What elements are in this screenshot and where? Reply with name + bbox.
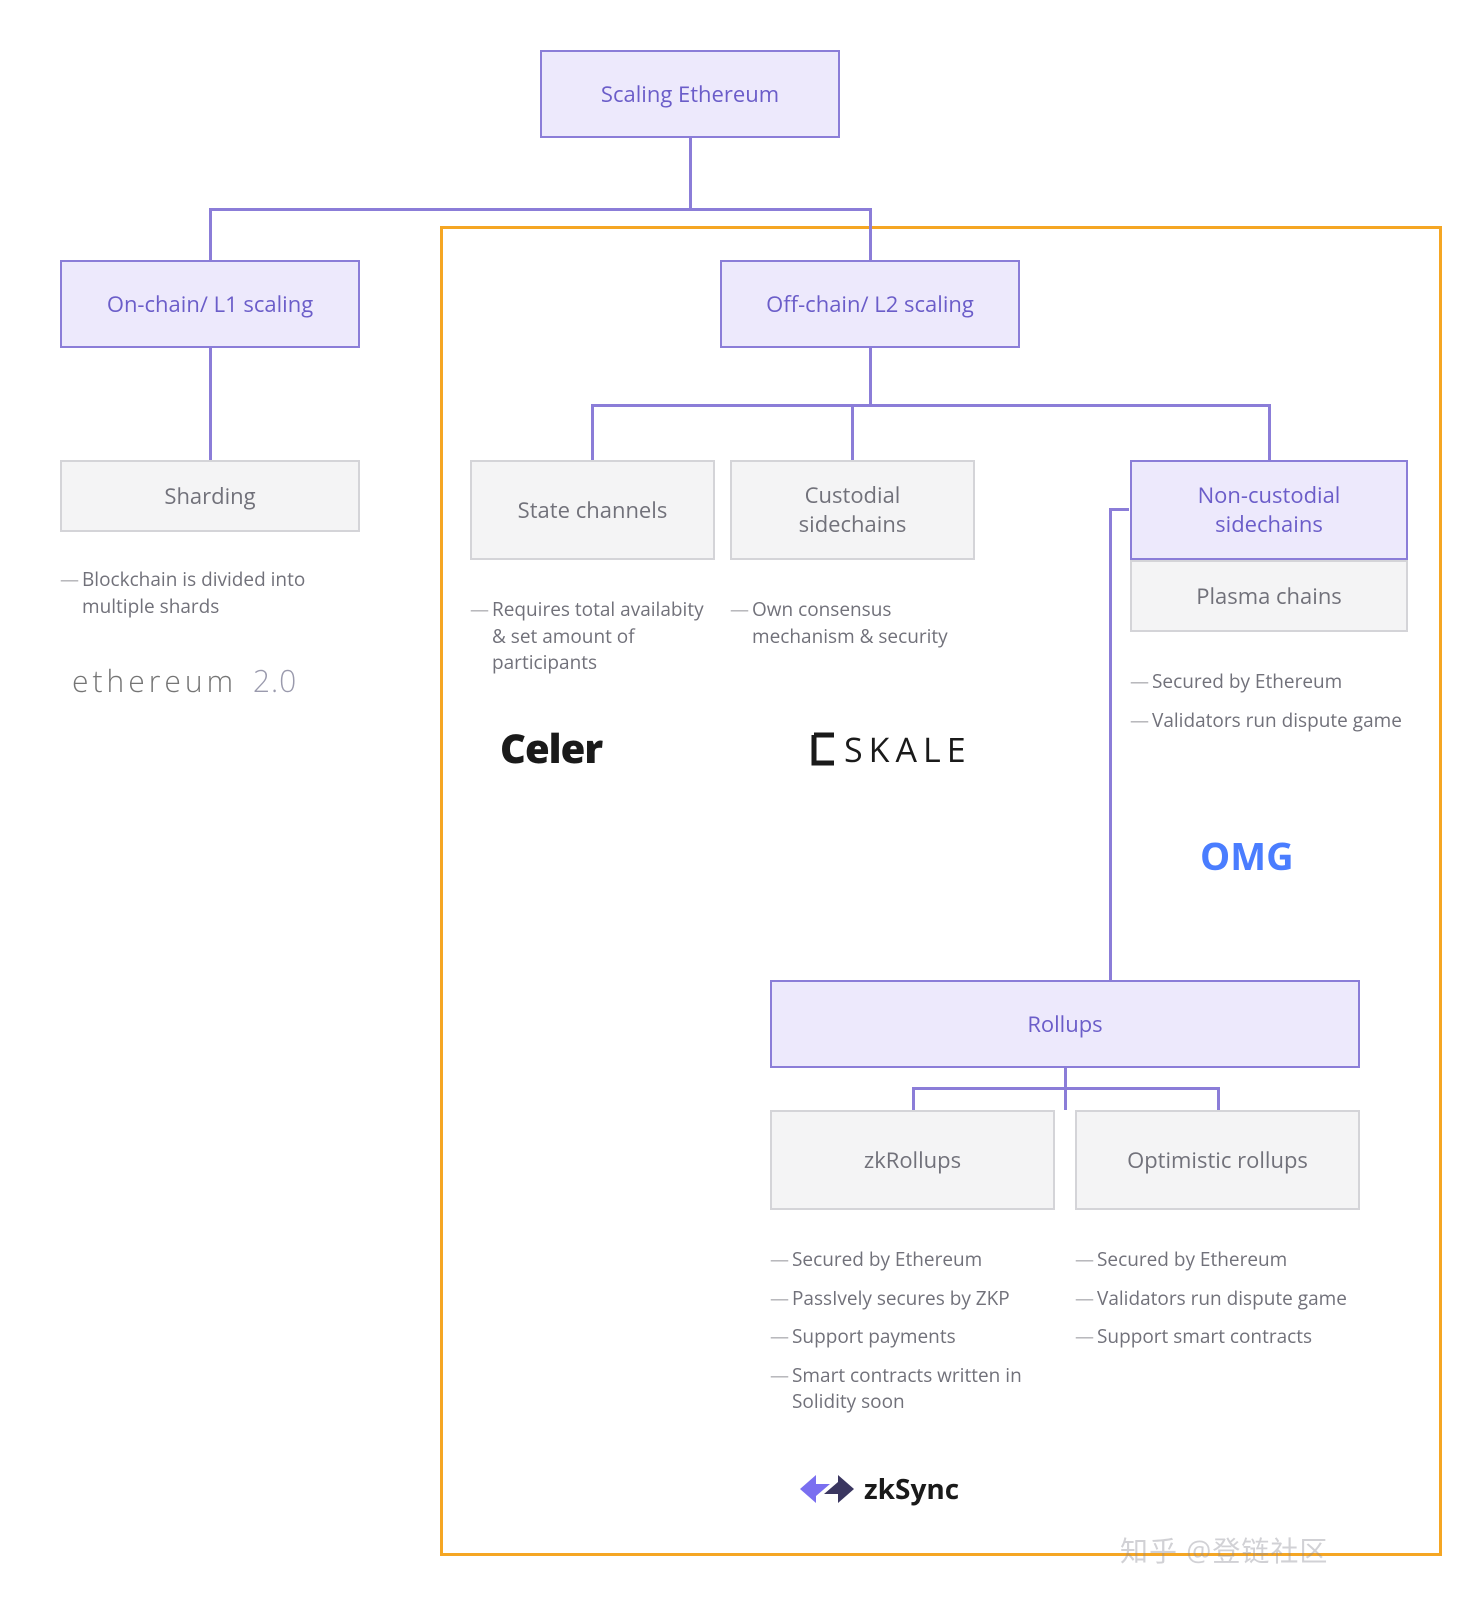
node-custodial-sidechains: Custodial sidechains — [730, 460, 975, 560]
logo-omg: OMG — [1200, 830, 1294, 882]
connector — [1109, 508, 1129, 511]
zksync-arrows-icon — [800, 1471, 854, 1507]
logo-omg-text: OMG — [1200, 830, 1294, 882]
connector — [912, 1087, 915, 1112]
node-label: On-chain/ L1 scaling — [107, 290, 313, 319]
logo-eth-word: ethereum — [72, 660, 237, 701]
node-label: Non-custodial sidechains — [1157, 481, 1381, 538]
bullet-item: Blockchain is divided into multiple shar… — [60, 566, 360, 619]
bullet-item: Secured by Ethereum — [1075, 1246, 1365, 1273]
node-label: Sharding — [164, 482, 255, 511]
node-noncustodial-sidechains: Non-custodial sidechains — [1130, 460, 1408, 560]
logo-celer: Celer — [500, 720, 602, 775]
node-label: zkRollups — [864, 1146, 961, 1175]
bullets-custodial: Own consensus mechanism & security — [730, 596, 975, 661]
connector — [689, 138, 692, 208]
node-label: State channels — [518, 496, 668, 525]
bullets-state-channels: Requires total availabity & set amount o… — [470, 596, 715, 688]
connector — [591, 404, 594, 460]
node-label: Rollups — [1027, 1010, 1102, 1039]
connector — [591, 404, 1271, 407]
bullet-item: Own consensus mechanism & security — [730, 596, 975, 649]
node-label: Custodial sidechains — [757, 481, 948, 538]
bullet-item: Support smart contracts — [1075, 1323, 1365, 1350]
node-label: Optimistic rollups — [1127, 1146, 1308, 1175]
bullet-item: Secured by Ethereum — [1130, 668, 1408, 695]
connector — [1217, 1087, 1220, 1112]
connector — [209, 348, 212, 460]
bullet-item: Validators run dispute game — [1075, 1285, 1365, 1312]
logo-skale-text: SKALE — [844, 726, 972, 772]
watermark-text: 知乎 @登链社区 — [1120, 1532, 1328, 1570]
node-zkrollups: zkRollups — [770, 1110, 1055, 1210]
logo-eth-version: 2.0 — [253, 660, 297, 701]
bullets-plasma: Secured by Ethereum Validators run dispu… — [1130, 668, 1408, 745]
watermark: 知乎 @登链社区 — [1120, 1530, 1328, 1570]
skale-bracket-icon — [810, 731, 838, 767]
connector — [869, 208, 872, 260]
bullet-item: PassIvely secures by ZKP — [770, 1285, 1060, 1312]
node-label: Plasma chains — [1196, 582, 1342, 611]
bullet-item: Support payments — [770, 1323, 1060, 1350]
node-label: Off-chain/ L2 scaling — [766, 290, 974, 319]
logo-skale: SKALE — [810, 726, 972, 772]
bullets-optimistic: Secured by Ethereum Validators run dispu… — [1075, 1246, 1365, 1362]
node-l1-scaling: On-chain/ L1 scaling — [60, 260, 360, 348]
logo-zksync: zkSync — [800, 1470, 959, 1508]
logo-ethereum-20: ethereum 2.0 — [72, 660, 297, 701]
bullet-item: Requires total availabity & set amount o… — [470, 596, 715, 676]
connector — [851, 404, 854, 460]
node-state-channels: State channels — [470, 460, 715, 560]
node-plasma-chains: Plasma chains — [1130, 560, 1408, 632]
connector — [1268, 404, 1271, 460]
connector — [1109, 508, 1112, 980]
connector — [869, 348, 872, 404]
logo-zksync-text: zkSync — [864, 1470, 959, 1508]
connector — [209, 208, 871, 211]
bullet-item: Smart contracts written in Solidity soon — [770, 1362, 1060, 1415]
node-root: Scaling Ethereum — [540, 50, 840, 138]
logo-celer-text: Celer — [500, 720, 602, 775]
node-label: Scaling Ethereum — [601, 80, 779, 109]
node-optimistic-rollups: Optimistic rollups — [1075, 1110, 1360, 1210]
node-rollups: Rollups — [770, 980, 1360, 1068]
connector — [912, 1087, 1218, 1090]
bullet-item: Validators run dispute game — [1130, 707, 1408, 734]
bullets-zkrollups: Secured by Ethereum PassIvely secures by… — [770, 1246, 1060, 1427]
bullets-sharding: Blockchain is divided into multiple shar… — [60, 566, 360, 631]
node-l2-scaling: Off-chain/ L2 scaling — [720, 260, 1020, 348]
connector — [209, 208, 212, 260]
node-sharding: Sharding — [60, 460, 360, 532]
bullet-item: Secured by Ethereum — [770, 1246, 1060, 1273]
